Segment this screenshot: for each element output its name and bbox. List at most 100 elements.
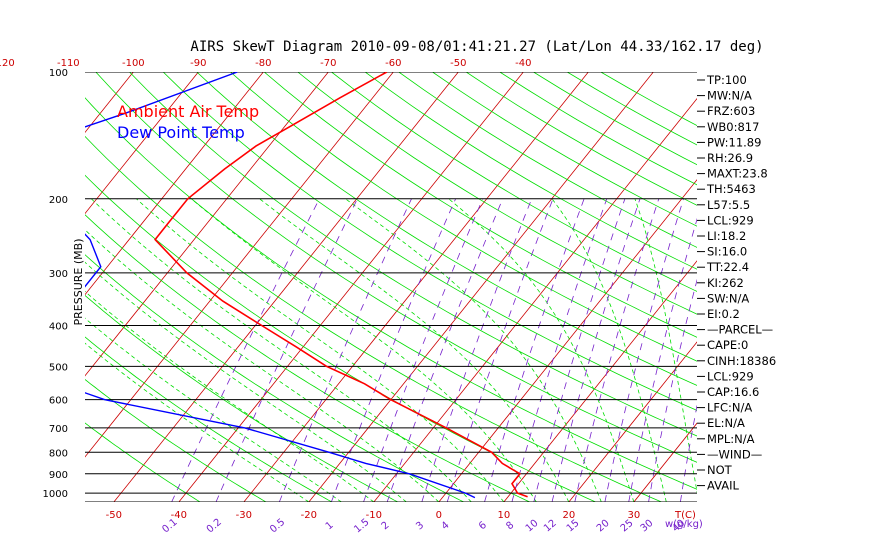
dry-adiabat-line	[128, 72, 697, 437]
side-panel-item: —PARCEL—	[707, 323, 773, 337]
mixing-ratio-tick-label: 0.2	[205, 517, 224, 536]
mixing-ratio-unit-label: w(g/kg)	[665, 519, 703, 530]
dry-adiabat-line	[465, 72, 697, 206]
side-panel-item: CINH:18386	[707, 354, 776, 368]
side-panel-item: RH:26.9	[707, 151, 753, 165]
isotherm-line	[308, 72, 654, 502]
top-temp-tick-label: -50	[450, 58, 466, 69]
moist-adiabat-line	[448, 198, 635, 502]
moist-adiabat-line	[85, 317, 342, 502]
isotherm-line	[438, 179, 697, 502]
bottom-temp-tick-label: -50	[106, 510, 122, 521]
mixing-ratio-line	[574, 198, 660, 502]
dry-adiabat-line	[162, 72, 697, 411]
bottom-temp-tick-label: 20	[562, 510, 575, 521]
y-axis-label: PRESSURE (MB)	[72, 239, 85, 326]
side-panel-item: LFC:N/A	[707, 401, 752, 415]
pressure-tick-label: 300	[49, 269, 68, 280]
bottom-temp-tick-label: 30	[627, 510, 640, 521]
isotherm-line	[85, 72, 264, 296]
mixing-ratio-line	[604, 198, 684, 502]
top-temp-tick-label: -90	[190, 58, 206, 69]
mixing-ratio-line	[421, 198, 533, 502]
isotherm-line	[0, 53, 19, 504]
moist-adiabat-line	[85, 229, 440, 502]
side-panel-item: EL:N/A	[707, 416, 745, 430]
side-panel-item: TT:22.4	[706, 260, 749, 274]
side-panel-item: L57:5.5	[707, 198, 750, 212]
top-temp-tick-label: -80	[255, 58, 271, 69]
dry-adiabat-line	[297, 72, 697, 315]
dry-adiabat-line	[229, 72, 697, 362]
top-temp-tick-label: -110	[57, 58, 80, 69]
side-panel-item: AVAIL	[707, 479, 740, 493]
moist-adiabat-line	[345, 198, 602, 502]
pressure-tick-label: 900	[49, 470, 68, 481]
mixing-ratio-line	[446, 198, 554, 502]
side-panel-item: LCL:929	[707, 369, 754, 383]
top-temp-tick-label: -100	[122, 58, 145, 69]
isotherm-line	[85, 72, 134, 133]
mixing-ratio-tick-label: 3	[414, 520, 426, 533]
mixing-ratio-tick-label: 2	[380, 520, 392, 533]
side-panel-item: CAPE:0	[707, 338, 748, 352]
dry-adiabat-line	[330, 72, 697, 292]
dry-adiabat-line	[566, 72, 697, 146]
isotherm-lines	[0, 53, 870, 504]
temperature-unit-label: T(C)	[674, 510, 696, 521]
background-grid	[0, 53, 870, 504]
mixing-ratio-line	[648, 278, 697, 502]
moist-adiabat-line	[136, 198, 505, 502]
mixing-ratio-line	[215, 198, 358, 502]
mixing-ratio-tick-label: 8	[504, 520, 516, 533]
bottom-temp-tick-label: 10	[497, 510, 510, 521]
bottom-temp-tick-label: -10	[366, 510, 382, 521]
side-panel-item: TH:5463	[706, 182, 756, 196]
dry-adiabat-line	[398, 72, 697, 248]
side-panel-item: CAP:16.6	[707, 385, 759, 399]
side-panel-item: KI:262	[707, 276, 744, 290]
mixing-ratio-line	[171, 198, 320, 502]
side-panel-item: SW:N/A	[707, 291, 749, 305]
isotherm-line	[633, 422, 697, 502]
moist-adiabat-line	[259, 198, 570, 502]
sounding-profiles	[85, 72, 528, 499]
pressure-tick-label: 100	[49, 68, 68, 79]
isotherm-line	[85, 72, 199, 215]
side-panel-item: MPL:N/A	[707, 432, 755, 446]
dewpoint-profile-line	[85, 72, 476, 499]
top-temp-tick-label: -40	[515, 58, 531, 69]
bottom-temp-tick-label: -40	[171, 510, 187, 521]
dry-adiabat-line	[95, 72, 697, 463]
moist-adiabat-line	[85, 342, 310, 502]
isotherm-line	[568, 341, 697, 502]
isotherm-line	[113, 72, 459, 502]
mixing-ratio-tick-label: 6	[477, 520, 489, 533]
side-panel-item: LCL:929	[707, 213, 754, 227]
mixing-ratio-line	[363, 198, 484, 502]
pressure-tick-label: 1000	[43, 489, 68, 500]
temperature-profile-line	[154, 72, 528, 498]
legend-dew-point-temp: Dew Point Temp	[117, 123, 245, 142]
bottom-temp-tick-label: 0	[436, 510, 442, 521]
side-panel-item: EI:0.2	[707, 307, 740, 321]
mixing-ratio-line	[533, 198, 626, 502]
moist-adiabat-line	[91, 198, 472, 502]
pressure-tick-label: 800	[49, 448, 68, 459]
legend-ambient-air-temp: Ambient Air Temp	[117, 102, 259, 121]
side-panel-item: MAXT:23.8	[707, 167, 768, 181]
side-panel-item: SI:16.0	[707, 245, 747, 259]
isotherm-line	[762, 53, 870, 504]
top-temp-tick-label: -60	[385, 58, 401, 69]
side-panel-item: MW:N/A	[707, 89, 752, 103]
pressure-axis-labels: 100 200 300 400 500 600 700 800 900 1000	[43, 68, 68, 500]
isotherm-line	[503, 260, 697, 502]
top-temp-tick-label: -120	[0, 58, 15, 69]
pressure-tick-label: 500	[49, 362, 68, 373]
mixing-ratio-line	[551, 198, 641, 502]
dry-adiabat-line	[364, 72, 697, 270]
mixing-ratio-line	[484, 198, 585, 502]
mixing-ratio-tick-label: 10	[524, 518, 541, 535]
side-panel-item: TP:100	[706, 73, 747, 87]
pressure-tick-label: 400	[49, 322, 68, 333]
